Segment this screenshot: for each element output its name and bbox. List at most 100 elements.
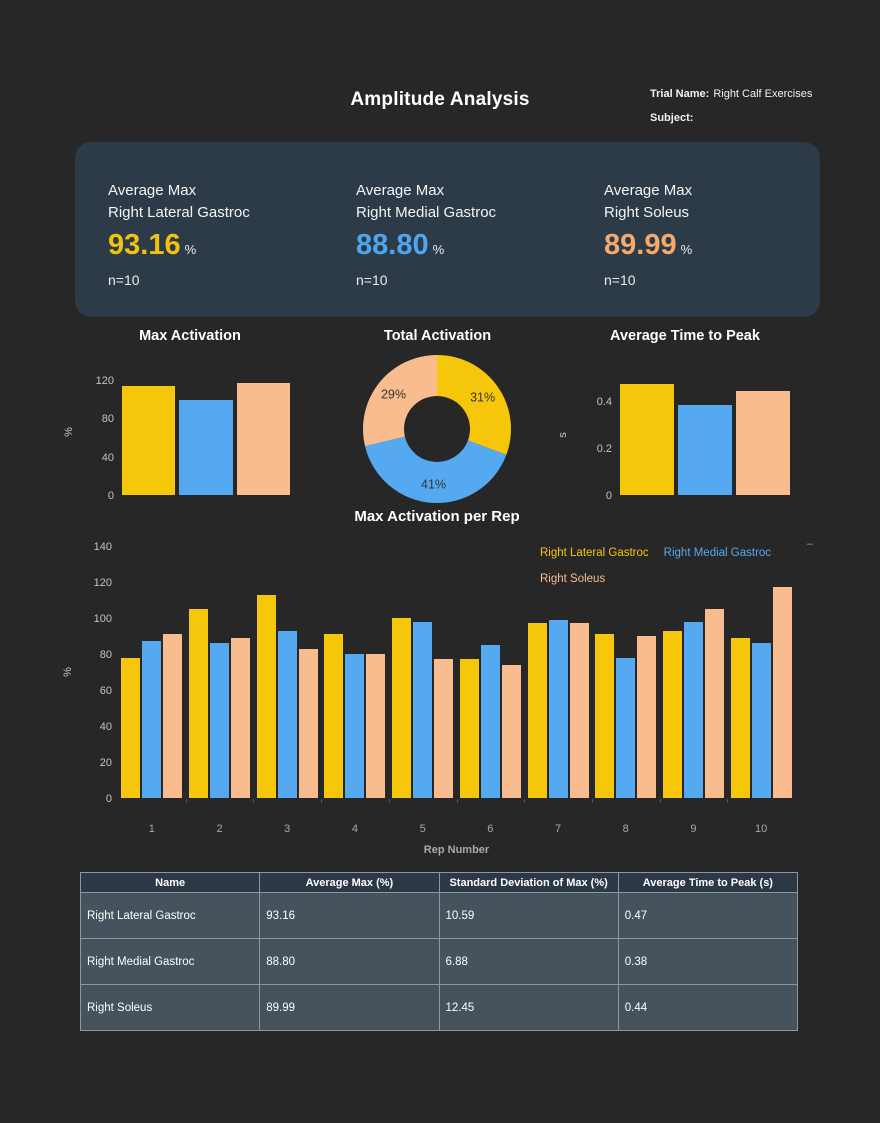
- x-axis-tick-mark: [321, 799, 323, 803]
- bar-right-medial-gastroc[interactable]: [179, 399, 233, 495]
- stat-value: 93.16: [108, 229, 181, 261]
- y-tick-label: 120: [93, 577, 112, 589]
- bar-rep4-right-soleus[interactable]: [366, 654, 386, 798]
- legend-item-right-soleus[interactable]: Right Soleus: [540, 573, 606, 585]
- bar-right-soleus[interactable]: [236, 382, 290, 495]
- bar-rep8-right-medial-gastroc[interactable]: [616, 657, 636, 798]
- bar-rep10-right-medial-gastroc[interactable]: [751, 643, 771, 798]
- bar-rep5-right-soleus[interactable]: [434, 659, 454, 798]
- x-tick-label: 8: [622, 823, 629, 835]
- bar-right-medial-gastroc[interactable]: [678, 405, 732, 495]
- x-axis-tick-mark: [591, 799, 593, 803]
- bar-rep1-right-lateral-gastroc[interactable]: [121, 657, 141, 798]
- bar-rep10-right-soleus[interactable]: [772, 587, 792, 798]
- table-column-header: Average Time to Peak (s): [617, 872, 799, 893]
- stat-value: 89.99: [604, 229, 677, 261]
- summary-table-body: Right Lateral Gastroc 93.16 10.59 0.47 Right…: [79, 892, 799, 1031]
- bar-rep6-right-medial-gastroc[interactable]: [480, 645, 500, 798]
- bar-rep6-right-lateral-gastroc[interactable]: [459, 659, 479, 798]
- x-tick-label: 4: [351, 823, 358, 835]
- donut-slice-label: 41%: [421, 477, 446, 491]
- stat-block: Average Max Right Soleus 89.99% n=10: [604, 180, 839, 288]
- bar-rep9-right-medial-gastroc[interactable]: [683, 621, 703, 798]
- donut-slice-label: 31%: [470, 390, 495, 404]
- bar-rep2-right-medial-gastroc[interactable]: [210, 643, 230, 798]
- x-tick-label: 7: [554, 823, 562, 835]
- y-tick-label: 40: [101, 451, 114, 464]
- stat-value-row: 88.80%: [356, 228, 591, 267]
- bar-rep4-right-medial-gastroc[interactable]: [345, 654, 365, 798]
- legend-overflow-indicator[interactable]: –: [806, 538, 813, 550]
- bar-rep1-right-medial-gastroc[interactable]: [142, 641, 162, 798]
- x-axis-tick-mark: [388, 799, 390, 803]
- bar-rep2-right-soleus[interactable]: [231, 637, 251, 798]
- donut-slice-right-lateral-gastroc[interactable]: [437, 355, 511, 455]
- x-axis-tick-mark: [659, 799, 661, 803]
- x-axis-tick-mark: [253, 799, 255, 803]
- table-row: Right Medial Gastroc 88.80 6.88 0.38: [79, 938, 799, 985]
- donut-slice-right-medial-gastroc[interactable]: [365, 436, 507, 503]
- subject-row: Subject:: [650, 112, 812, 136]
- table-header-row: Name Average Max (%) Standard Deviation of…: [79, 872, 799, 893]
- bar-right-soleus[interactable]: [736, 391, 790, 495]
- trial-info: Trial Name: Right Calf Exercises Subject:: [650, 88, 812, 136]
- table-cell: 0.47: [617, 892, 799, 939]
- trial-name-row: Trial Name: Right Calf Exercises: [650, 88, 812, 112]
- table-column-header: Average Max (%): [259, 872, 440, 893]
- stat-sample-count: n=10: [356, 272, 388, 288]
- bar-rep7-right-lateral-gastroc[interactable]: [527, 623, 547, 798]
- x-tick-label: 10: [755, 823, 768, 835]
- y-tick-label: 0: [105, 793, 112, 805]
- bar-rep6-right-soleus[interactable]: [501, 664, 521, 798]
- bar-rep3-right-medial-gastroc[interactable]: [277, 630, 297, 798]
- table-cell: 6.88: [438, 938, 619, 985]
- bar-rep4-right-lateral-gastroc[interactable]: [324, 634, 344, 798]
- bar-rep7-right-medial-gastroc[interactable]: [548, 619, 568, 798]
- bar-rep3-right-lateral-gastroc[interactable]: [256, 594, 276, 798]
- avg-time-to-peak-chart: Average Time to Peak s 0 0.2 0.4: [557, 328, 795, 502]
- rep-chart-x-axis: 1 2 3 4 5 6 7 8 9 10: [118, 823, 795, 837]
- donut-slice-label: 29%: [381, 388, 406, 402]
- bar-rep1-right-soleus[interactable]: [163, 634, 183, 798]
- rep-chart-x-axis-title: Rep Number: [423, 844, 490, 856]
- bar-rep8-right-soleus[interactable]: [637, 636, 657, 798]
- legend-item-right-lateral-gastroc[interactable]: Right Lateral Gastroc: [540, 547, 649, 559]
- max-activation-per-rep-title: Max Activation per Rep: [354, 508, 520, 525]
- y-tick-label: 20: [99, 757, 112, 769]
- total-activation-chart-title: Total Activation: [383, 328, 492, 344]
- x-tick-label: 3: [284, 823, 291, 835]
- x-axis-tick-mark: [524, 799, 526, 803]
- bar-rep5-right-medial-gastroc[interactable]: [413, 621, 433, 798]
- bar-rep2-right-lateral-gastroc[interactable]: [189, 609, 209, 798]
- bar-rep7-right-soleus[interactable]: [569, 623, 589, 798]
- bar-right-lateral-gastroc[interactable]: [620, 384, 674, 495]
- x-axis-tick-mark: [456, 799, 458, 803]
- table-cell: 93.16: [259, 892, 440, 939]
- summary-table: Name Average Max (%) Standard Deviation of…: [79, 872, 799, 1031]
- bar-right-lateral-gastroc[interactable]: [122, 386, 176, 495]
- bar-rep9-right-soleus[interactable]: [704, 609, 724, 798]
- stat-block: Average Max Right Medial Gastroc 88.80% n=1…: [356, 180, 591, 288]
- stat-value-row: 93.16%: [108, 228, 343, 267]
- stat-sample-count: n=10: [108, 272, 140, 288]
- max-activation-chart: Max Activation % 0 40 80 120: [63, 328, 295, 502]
- y-tick-label: 0.4: [596, 395, 612, 408]
- bar-rep5-right-lateral-gastroc[interactable]: [392, 618, 412, 798]
- donut-slice-right-soleus[interactable]: [363, 355, 437, 447]
- stat-block: Average Max Right Lateral Gastroc 93.16% n=…: [108, 180, 343, 288]
- stat-unit: %: [184, 242, 197, 257]
- bar-rep3-right-soleus[interactable]: [298, 648, 318, 798]
- bar-rep10-right-lateral-gastroc[interactable]: [730, 637, 750, 798]
- stat-label-line2: Right Medial Gastroc: [356, 204, 497, 221]
- bar-rep8-right-lateral-gastroc[interactable]: [595, 634, 615, 798]
- table-cell: Right Medial Gastroc: [79, 938, 261, 985]
- legend-item-right-medial-gastroc[interactable]: Right Medial Gastroc: [663, 547, 772, 559]
- page-title: Amplitude Analysis: [350, 89, 530, 110]
- x-tick-label: 1: [148, 823, 155, 835]
- total-activation-donut: 31% 41% 29%: [363, 355, 511, 503]
- bar-rep9-right-lateral-gastroc[interactable]: [662, 630, 682, 798]
- table-cell: 12.45: [438, 984, 619, 1031]
- table-row: Right Lateral Gastroc 93.16 10.59 0.47: [79, 892, 799, 939]
- x-tick-label: 6: [487, 823, 494, 835]
- stat-label-line2: Right Soleus: [604, 204, 690, 221]
